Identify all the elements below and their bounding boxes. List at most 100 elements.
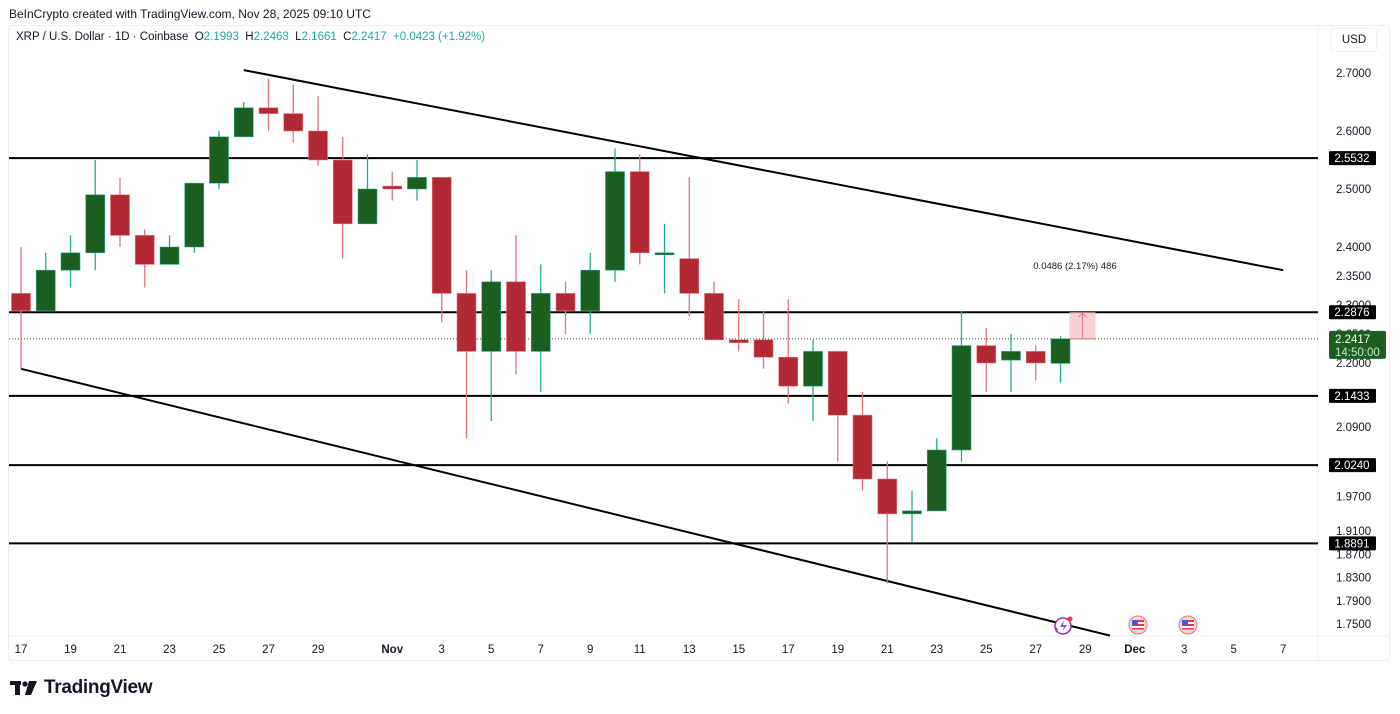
candle[interactable] (332, 136, 353, 259)
candle[interactable] (778, 299, 799, 404)
candle[interactable] (209, 131, 229, 189)
candle-body (926, 449, 947, 512)
candle-body (976, 345, 997, 364)
candle[interactable] (555, 281, 576, 334)
tradingview-wordmark: TradingView (44, 677, 153, 698)
candle[interactable] (134, 229, 155, 288)
candle[interactable] (11, 247, 31, 369)
time-tick: 5 (1231, 644, 1237, 656)
svg-text:2.2876: 2.2876 (1334, 307, 1369, 319)
price-range-measure[interactable]: 0.0486 (2.17%) 486 (1033, 261, 1117, 340)
candle-body (852, 414, 873, 480)
time-tick: 3 (439, 644, 445, 656)
candle-body (1050, 338, 1071, 364)
candle[interactable] (1025, 345, 1046, 381)
candle-body (1025, 351, 1046, 364)
candle[interactable] (654, 223, 675, 294)
candle[interactable] (431, 177, 452, 323)
symbol-legend[interactable]: XRP / U.S. Dollar · 1D · Coinbase O2.199… (16, 31, 485, 43)
arrow-up-icon (1078, 312, 1087, 318)
candle-body (407, 177, 427, 190)
candle[interactable] (679, 177, 700, 317)
us-flag-event-icon[interactable] (1178, 615, 1198, 635)
candle-body (332, 159, 353, 225)
candle-body (60, 252, 81, 271)
candle[interactable] (803, 339, 823, 421)
candle-body (283, 113, 304, 132)
price-tick: 2.6000 (1336, 126, 1371, 138)
open-label: O (194, 31, 204, 43)
candle[interactable] (456, 270, 477, 439)
tradingview-logo[interactable]: TradingView (10, 677, 153, 699)
candle[interactable] (852, 392, 873, 491)
candle[interactable] (530, 264, 551, 392)
candle-body (530, 293, 551, 352)
candle[interactable] (233, 102, 254, 138)
candle[interactable] (35, 252, 56, 312)
price-tick: 2.0900 (1336, 422, 1371, 434)
candle[interactable] (308, 96, 328, 166)
candle[interactable] (728, 299, 749, 352)
candle[interactable] (382, 171, 403, 201)
candle[interactable] (629, 154, 650, 265)
time-tick: 29 (1079, 644, 1092, 656)
candle[interactable] (827, 351, 848, 462)
candle-body (431, 177, 452, 294)
candle-body (35, 269, 56, 312)
time-tick: 3 (1181, 644, 1187, 656)
level-price-tag: 2.0240 (1329, 458, 1376, 473)
candle[interactable] (258, 78, 279, 131)
candle[interactable] (877, 461, 898, 584)
candle-body (803, 351, 823, 387)
open-value: 2.1993 (203, 31, 239, 43)
candle[interactable] (159, 235, 180, 265)
candle[interactable] (85, 160, 106, 271)
svg-text:1.8891: 1.8891 (1334, 538, 1369, 550)
time-tick: Nov (381, 644, 403, 656)
candle-body (258, 107, 279, 114)
candle[interactable] (976, 328, 997, 392)
currency-button[interactable]: USD (1331, 28, 1377, 52)
lightning-event-icon[interactable] (1054, 616, 1073, 635)
candle-body (11, 293, 31, 312)
price-tick: 2.5000 (1336, 184, 1371, 196)
time-tick: 7 (538, 644, 544, 656)
candle-body (654, 252, 675, 256)
candle[interactable] (60, 235, 81, 288)
candle[interactable] (926, 438, 947, 512)
svg-text:14:50:00: 14:50:00 (1335, 347, 1380, 359)
time-tick: 21 (114, 644, 127, 656)
candle[interactable] (110, 177, 130, 247)
candle[interactable] (506, 235, 526, 375)
candle[interactable] (407, 160, 427, 201)
candle[interactable] (951, 310, 972, 462)
candle[interactable] (753, 310, 774, 369)
time-tick: 11 (634, 644, 646, 656)
high-label: H (245, 31, 254, 43)
candle-body (159, 246, 180, 265)
close-value: 2.2417 (351, 31, 387, 43)
low-value: 2.1661 (301, 31, 337, 43)
time-tick: 19 (831, 644, 844, 656)
time-tick: 27 (1029, 644, 1042, 656)
candle-body (951, 345, 972, 451)
time-axis[interactable]: 17 19 21 23 25 27 29 Nov 3 5 7 9 11 13 15 17 19 21 23 25 27 2… (15, 644, 1287, 656)
candle[interactable] (580, 252, 601, 334)
candle[interactable] (184, 182, 205, 253)
candle[interactable] (704, 281, 724, 341)
candle[interactable] (605, 148, 625, 282)
lower-trendline[interactable] (20, 367, 1111, 637)
candle[interactable] (1050, 336, 1071, 383)
candle-body (506, 281, 526, 352)
candle[interactable] (283, 84, 304, 143)
event-markers[interactable] (1054, 615, 1198, 635)
candle[interactable] (481, 270, 502, 421)
time-tick: 15 (732, 644, 745, 656)
candle-body (605, 171, 625, 271)
candle[interactable] (902, 490, 922, 543)
candle[interactable] (357, 154, 378, 225)
upper-trendline[interactable] (243, 69, 1284, 272)
candle[interactable] (1001, 334, 1021, 392)
us-flag-event-icon[interactable] (1128, 615, 1148, 635)
